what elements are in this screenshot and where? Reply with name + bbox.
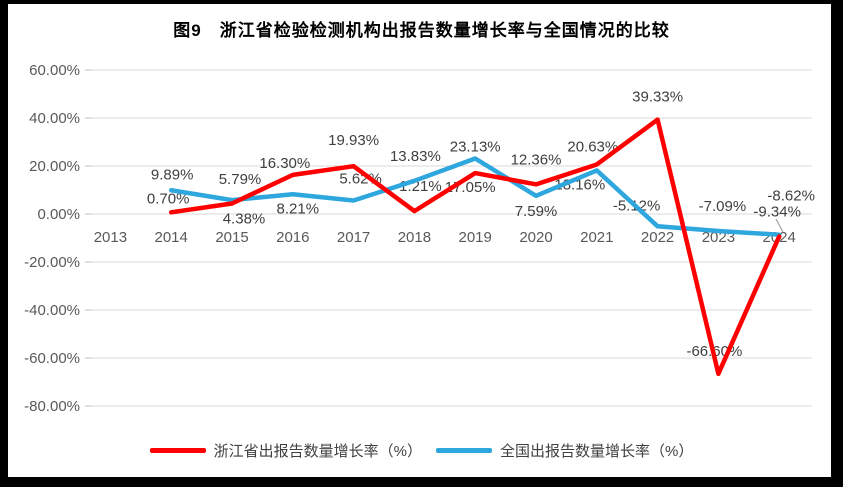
x-axis-category-label: 2018 <box>398 229 431 246</box>
legend-item: 全国出报告数量增长率（%） <box>436 440 693 461</box>
y-axis-tick-label: 40.00% <box>29 110 80 127</box>
chart-legend: 浙江省出报告数量增长率（%） 全国出报告数量增长率（%） <box>0 440 843 461</box>
data-point-label: 13.83% <box>390 148 441 165</box>
data-point-label: 5.79% <box>219 171 262 188</box>
legend-item: 浙江省出报告数量增长率（%） <box>149 440 422 461</box>
x-axis-category-label: 2014 <box>155 229 188 246</box>
x-axis-category-label: 2020 <box>519 229 552 246</box>
series-line <box>168 156 782 237</box>
window-border-right <box>831 0 843 487</box>
y-axis-tick-label: 0.00% <box>37 206 80 223</box>
x-axis-category-label: 2021 <box>580 229 613 246</box>
data-point-label: 39.33% <box>632 89 683 106</box>
window-border-bottom <box>0 477 843 487</box>
legend-label: 全国出报告数量增长率（%） <box>500 443 694 460</box>
y-axis-tick-label: -60.00% <box>24 350 80 367</box>
data-point-label: 8.21% <box>277 200 320 217</box>
chart-plot-area: 60.00% 40.00% 20.00% 0.00% -20.00% -40.00% -60… <box>24 62 815 415</box>
data-point-label: 4.38% <box>223 210 266 227</box>
data-point-label: 20.63% <box>567 138 618 155</box>
legend-label: 浙江省出报告数量增长率（%） <box>213 443 422 460</box>
data-point-label: -9.34% <box>753 203 801 220</box>
window-border-top <box>0 0 843 4</box>
red-border-accent-bottom <box>0 370 4 424</box>
data-point-label: 12.36% <box>511 151 562 168</box>
data-point-label: 9.89% <box>151 166 194 183</box>
data-point-label: 0.70% <box>147 190 190 207</box>
data-point-label: 16.30% <box>259 155 310 172</box>
x-axis-category-label: 2022 <box>641 229 674 246</box>
label-leader-line <box>775 218 784 233</box>
y-axis-tick-label: -20.00% <box>24 254 80 271</box>
series-line <box>168 117 782 377</box>
x-axis-category-label: 2017 <box>337 229 370 246</box>
y-axis-tick-label: 20.00% <box>29 158 80 175</box>
x-axis-category-label: 2013 <box>94 229 127 246</box>
red-border-accent-top <box>0 66 4 88</box>
data-point-label: -7.09% <box>699 198 747 215</box>
window-border-left <box>0 0 8 487</box>
data-point-label: 7.59% <box>515 203 558 220</box>
data-point-label: 23.13% <box>450 138 501 155</box>
data-point-label: 19.93% <box>328 132 379 149</box>
data-point-label: -8.62% <box>767 188 815 205</box>
data-point-label: 5.62% <box>339 171 382 188</box>
y-axis-tick-label: 60.00% <box>29 62 80 79</box>
legend-line-sample <box>436 448 492 453</box>
x-axis-category-label: 2019 <box>459 229 492 246</box>
legend-line-sample <box>149 448 206 453</box>
x-axis-category-label: 2016 <box>276 229 309 246</box>
chart-title: 图9 浙江省检验检测机构出报告数量增长率与全国情况的比较 <box>173 21 670 40</box>
x-axis-category-label: 2015 <box>215 229 248 246</box>
y-axis-tick-label: -80.00% <box>24 398 80 415</box>
y-axis-tick-label: -40.00% <box>24 302 80 319</box>
